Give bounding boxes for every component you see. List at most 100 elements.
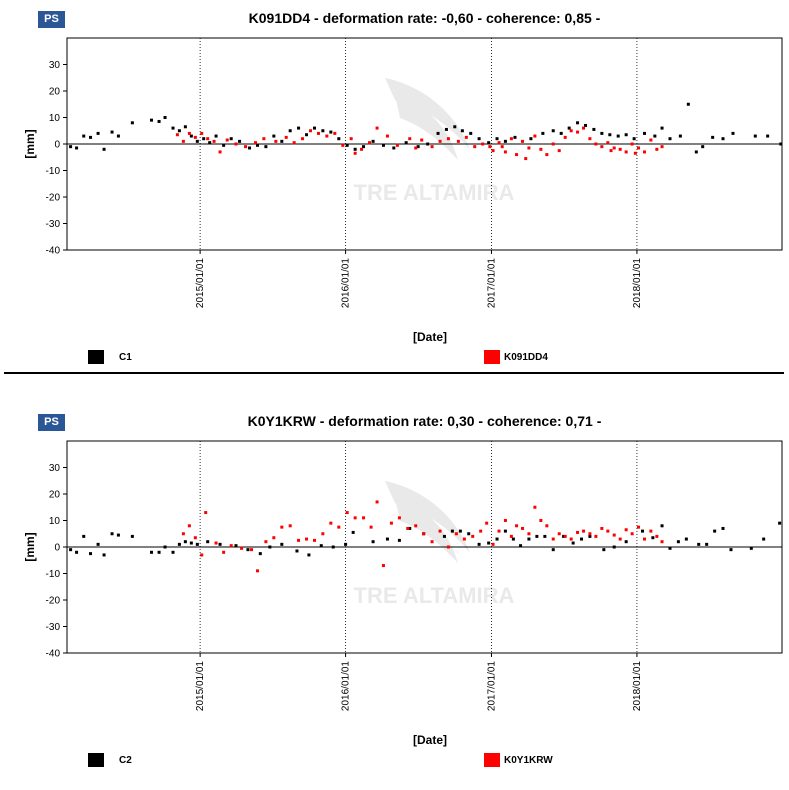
data-point bbox=[488, 145, 492, 149]
data-point bbox=[632, 137, 636, 141]
data-point bbox=[353, 151, 357, 155]
data-point bbox=[533, 134, 537, 138]
data-point bbox=[643, 150, 646, 154]
data-point bbox=[509, 137, 513, 141]
data-point bbox=[297, 126, 301, 130]
data-point bbox=[272, 134, 276, 138]
watermark-text: TRE ALTAMIRA bbox=[354, 180, 515, 205]
data-point bbox=[375, 500, 379, 504]
data-point bbox=[371, 540, 375, 544]
data-point bbox=[195, 139, 199, 143]
data-point bbox=[149, 118, 153, 122]
data-point bbox=[637, 525, 641, 529]
data-point bbox=[305, 537, 309, 541]
data-point bbox=[341, 143, 345, 147]
data-point bbox=[321, 532, 325, 536]
y-tick-label: 30 bbox=[49, 60, 61, 71]
data-point bbox=[511, 537, 515, 541]
data-point bbox=[280, 525, 284, 529]
legend-item: C1 bbox=[88, 349, 132, 365]
legend-item: C2 bbox=[88, 752, 132, 768]
legend-label: K091DD4 bbox=[504, 351, 548, 363]
x-axis-label: [Date] bbox=[413, 733, 447, 747]
chart-panel-bottom: PS K0Y1KRW - deformation rate: 0,30 - co… bbox=[0, 403, 789, 790]
data-point bbox=[515, 153, 519, 157]
data-point bbox=[624, 528, 628, 532]
data-point bbox=[509, 534, 513, 538]
data-point bbox=[643, 537, 646, 541]
data-point bbox=[600, 145, 604, 149]
data-point bbox=[497, 529, 501, 533]
data-point bbox=[753, 134, 757, 138]
data-point bbox=[580, 537, 584, 541]
legend-swatch bbox=[484, 350, 500, 364]
data-point bbox=[360, 147, 364, 151]
data-point bbox=[110, 532, 114, 536]
y-axis-label: [mm] bbox=[23, 532, 37, 561]
data-point bbox=[497, 141, 501, 145]
data-point bbox=[89, 135, 93, 139]
data-point bbox=[319, 544, 323, 548]
data-point bbox=[630, 532, 634, 536]
data-point bbox=[527, 537, 531, 541]
data-point bbox=[454, 532, 458, 536]
x-axis-label: [Date] bbox=[413, 330, 447, 344]
data-point bbox=[660, 540, 664, 544]
data-point bbox=[535, 534, 539, 538]
data-point bbox=[272, 536, 276, 540]
data-point bbox=[353, 516, 357, 520]
data-point bbox=[442, 534, 446, 538]
data-point bbox=[256, 143, 260, 147]
data-point bbox=[559, 131, 563, 135]
data-point bbox=[612, 146, 616, 150]
data-point bbox=[533, 505, 537, 509]
data-point bbox=[495, 137, 499, 141]
data-point bbox=[246, 548, 250, 552]
data-point bbox=[473, 145, 477, 149]
data-point bbox=[195, 542, 199, 546]
data-point bbox=[208, 141, 212, 145]
series-K0Y1KRW bbox=[181, 500, 664, 573]
data-point bbox=[608, 133, 612, 137]
data-point bbox=[375, 126, 379, 130]
y-tick-label: -30 bbox=[46, 219, 61, 230]
x-tick-label: 2015/01/01 bbox=[195, 258, 206, 308]
data-point bbox=[616, 134, 620, 138]
data-point bbox=[606, 529, 610, 533]
data-point bbox=[331, 545, 335, 549]
watermark-swoosh bbox=[385, 78, 470, 150]
data-point bbox=[545, 524, 549, 528]
data-point bbox=[337, 137, 341, 141]
data-point bbox=[181, 532, 185, 536]
data-point bbox=[385, 134, 389, 138]
ps-badge: PS bbox=[38, 414, 65, 431]
data-point bbox=[414, 524, 418, 528]
data-point bbox=[485, 521, 489, 525]
data-point bbox=[171, 550, 175, 554]
data-point bbox=[408, 526, 412, 530]
series-C2 bbox=[69, 521, 782, 557]
data-point bbox=[539, 519, 543, 522]
data-point bbox=[779, 142, 783, 146]
data-point bbox=[600, 526, 604, 530]
data-point bbox=[234, 544, 238, 548]
data-point bbox=[594, 534, 598, 538]
data-point bbox=[163, 545, 167, 549]
data-point bbox=[594, 142, 598, 146]
data-point bbox=[229, 137, 233, 141]
y-tick-label: 0 bbox=[54, 543, 60, 554]
data-point bbox=[543, 534, 547, 538]
data-point bbox=[102, 147, 106, 151]
data-point bbox=[521, 139, 525, 143]
data-point bbox=[467, 532, 471, 536]
x-tick-label: 2016/01/01 bbox=[341, 258, 352, 308]
data-point bbox=[487, 541, 491, 545]
data-point bbox=[362, 516, 366, 520]
data-point bbox=[766, 134, 770, 138]
data-point bbox=[694, 150, 698, 154]
data-point bbox=[503, 519, 507, 522]
data-point bbox=[539, 147, 543, 151]
watermark: TRE ALTAMIRA bbox=[354, 78, 515, 205]
data-point bbox=[503, 139, 507, 143]
data-point bbox=[353, 147, 357, 151]
